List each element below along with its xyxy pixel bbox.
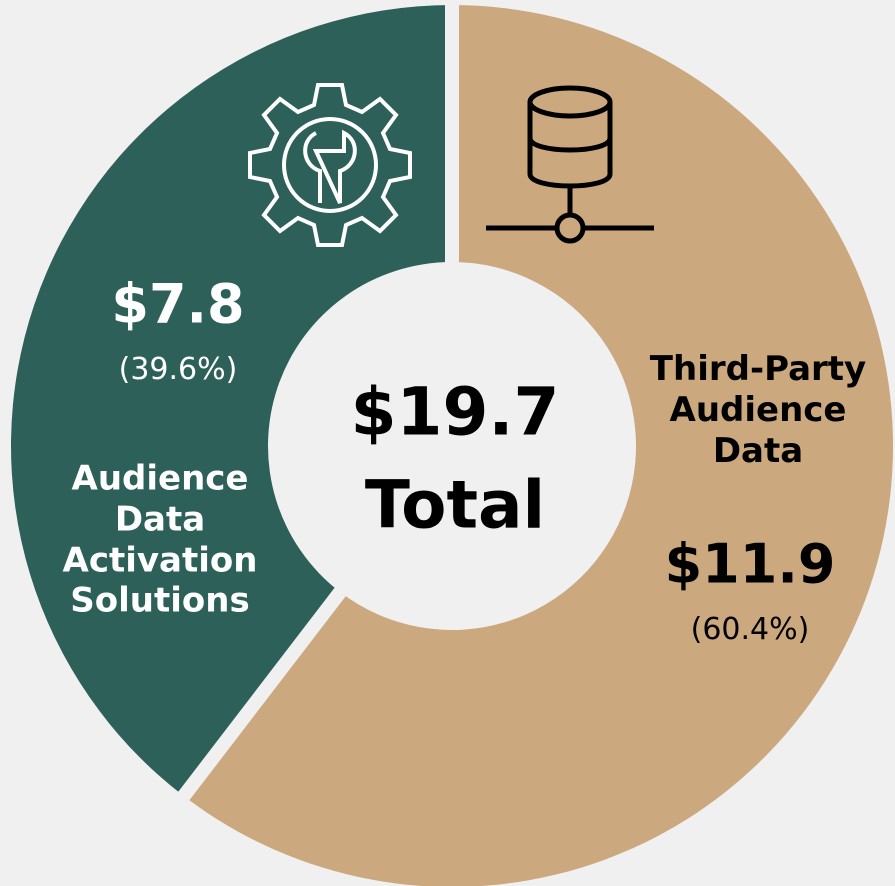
percent-label: (39.6%) xyxy=(118,352,238,387)
value-label: $7.8 xyxy=(111,272,245,336)
category-label: Audience Data Activation Solutions xyxy=(62,458,258,621)
slice xyxy=(183,5,893,886)
slice-gap xyxy=(172,441,458,809)
database-icon xyxy=(486,85,654,244)
percent-label: (60.4%) xyxy=(690,612,810,647)
value-label: $11.9 xyxy=(664,532,836,596)
center-text: Total xyxy=(364,466,546,544)
total-label: $19.7 xyxy=(350,373,560,451)
gaps xyxy=(172,0,459,809)
category-label: Third-Party Audience Data xyxy=(649,348,867,471)
gear-icon xyxy=(248,83,412,247)
